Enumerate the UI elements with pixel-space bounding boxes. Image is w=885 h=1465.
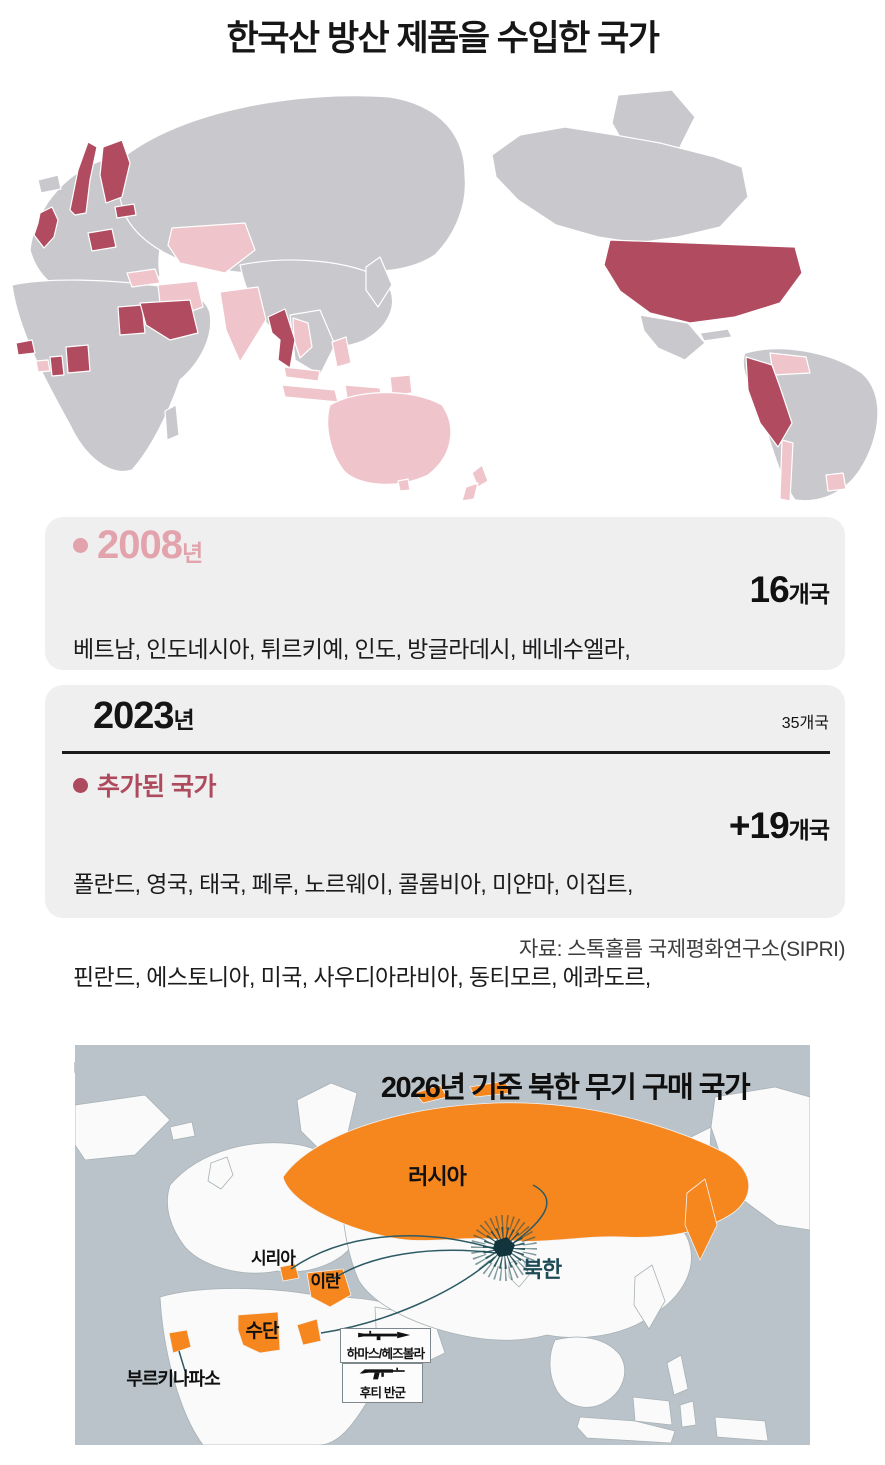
map-country-malaysia xyxy=(283,366,321,382)
panel-2008: 2008 년 베트남, 인도네시아, 튀르키예, 인도, 방글라데시, 베네수엘… xyxy=(45,517,845,848)
panel-2008-header: 2008 년 xyxy=(73,523,203,568)
label-russia: 러시아 xyxy=(408,1164,467,1189)
source-credit: 자료: 스톡홀름 국제평화연구소(SIPRI) xyxy=(519,938,846,961)
map-country-myanmar-thailand xyxy=(267,308,296,369)
count-2023: 35 개국 xyxy=(782,709,829,733)
nk-map-title: 2026년 기준 북한 무기 구매 국가 xyxy=(381,1071,751,1104)
legend-hamas-label: 하마스/헤즈볼라 xyxy=(346,1347,425,1361)
map-country-ghana xyxy=(49,355,65,377)
map-country-sudan xyxy=(237,1311,281,1354)
pink-dot-icon xyxy=(73,538,88,553)
added-countries-header: 추가된 국가 xyxy=(73,767,216,803)
rifle-icon xyxy=(359,1367,405,1379)
map-country-philippines xyxy=(331,336,352,368)
map-country-estonia xyxy=(114,203,137,219)
added-countries-label: 추가된 국가 xyxy=(97,773,216,801)
nk-starburst-icon xyxy=(471,1215,537,1281)
map-country-russia xyxy=(282,1102,750,1242)
count-2023-number: 35 xyxy=(781,715,800,732)
year-2023: 2023 xyxy=(93,695,175,737)
map-country-tasmania xyxy=(397,478,411,492)
map-kamchatka xyxy=(684,1178,718,1261)
nk-map-buyers xyxy=(168,1080,750,1354)
panel-2023-header: 2023 년 35 개국 xyxy=(73,695,829,738)
year-2008: 2008 xyxy=(97,523,183,567)
count-2008: 16 개국 xyxy=(749,569,830,611)
map-country-poland xyxy=(87,228,117,252)
map-country-uk xyxy=(33,206,59,249)
map-country-uruguay xyxy=(825,472,847,492)
nk-weapons-map: 2026년 기준 북한 무기 구매 국가 러시아 북한 시리아 이란 수단 부르… xyxy=(75,1045,810,1445)
map-country-egypt xyxy=(117,304,146,336)
count-added: +19 개국 xyxy=(728,805,830,847)
map-country-india xyxy=(219,286,267,363)
legend-houthi-label: 후티 반군 xyxy=(359,1385,406,1400)
map-country-finland xyxy=(99,139,131,204)
red-dot-icon xyxy=(73,777,88,793)
year-2008-suffix: 년 xyxy=(181,539,204,566)
map-country-venezuela xyxy=(769,352,811,376)
countries-added-line-2: 핀란드, 에스토니아, 미국, 사우디아라비아, 동티모르, 에콰도르, xyxy=(73,964,651,990)
countries-added-line-1: 폴란드, 영국, 태국, 페루, 노르웨이, 콜롬비아, 미얀마, 이집트, xyxy=(73,871,633,897)
map-country-iran xyxy=(306,1268,352,1308)
label-syria: 시리아 xyxy=(251,1249,296,1268)
map-country-australia xyxy=(327,392,452,485)
year-2023-wrap: 2023 년 xyxy=(93,695,195,738)
map-country-senegal xyxy=(15,339,36,356)
label-sudan: 수단 xyxy=(246,1320,280,1342)
map-country-usa xyxy=(603,239,803,324)
map-country-norway xyxy=(69,141,98,216)
map-country-turkiye xyxy=(126,268,161,288)
map-russia-arctic-isle xyxy=(414,1084,448,1104)
panel-2023-divider xyxy=(62,751,830,754)
korea-exports-world-map xyxy=(0,85,885,505)
map-country-png xyxy=(389,374,413,396)
label-north-korea: 북한 xyxy=(523,1257,562,1282)
map-country-liberia xyxy=(35,359,51,373)
countries-added-red xyxy=(15,139,803,448)
count-added-number: +19 xyxy=(728,805,790,846)
map-country-kazakhstan xyxy=(167,222,256,274)
legend-hamas-hezbollah: 하마스/헤즈볼라 xyxy=(340,1328,431,1363)
count-2023-suffix: 개국 xyxy=(799,715,829,732)
map-country-yemen xyxy=(296,1318,322,1346)
map-country-north-korea xyxy=(493,1237,515,1257)
year-2023-suffix: 년 xyxy=(173,707,195,733)
world-map-svg xyxy=(11,89,879,502)
count-2008-number: 16 xyxy=(749,569,790,610)
label-burkina-faso: 부르키나파소 xyxy=(126,1369,220,1389)
legend-houthi: 후티 반군 xyxy=(342,1363,423,1403)
burkina-pointer-line xyxy=(178,1350,186,1372)
label-iran: 이란 xyxy=(310,1272,341,1291)
map-country-indonesia xyxy=(281,384,339,403)
map-country-burkina-faso xyxy=(168,1329,192,1354)
map-country-nigeria xyxy=(65,344,91,374)
rpg-icon xyxy=(357,1330,410,1341)
map-country-new-zealand xyxy=(461,464,489,502)
count-added-suffix: 개국 xyxy=(788,817,830,843)
count-2008-suffix: 개국 xyxy=(788,581,830,607)
countries-2008-line-1: 베트남, 인도네시아, 튀르키예, 인도, 방글라데시, 베네수엘라, xyxy=(73,636,631,662)
map-country-syria xyxy=(279,1263,300,1282)
map-country-saudi-uae xyxy=(139,299,199,341)
map-russia-arctic-isle2 xyxy=(469,1080,512,1098)
map-country-chile xyxy=(779,439,794,502)
panel-2023: 2023 년 35 개국 추가된 국가 폴란드, 영국, 태국, 페루, 노르웨… xyxy=(45,685,845,1083)
countries-2008-pink xyxy=(35,222,847,502)
nk-map-svg: 2026년 기준 북한 무기 구매 국가 러시아 북한 시리아 이란 수단 부르… xyxy=(75,1045,810,1445)
top-map-title: 한국산 방산 제품을 수입한 국가 xyxy=(226,19,661,58)
map-country-colombia-peru xyxy=(745,356,793,448)
